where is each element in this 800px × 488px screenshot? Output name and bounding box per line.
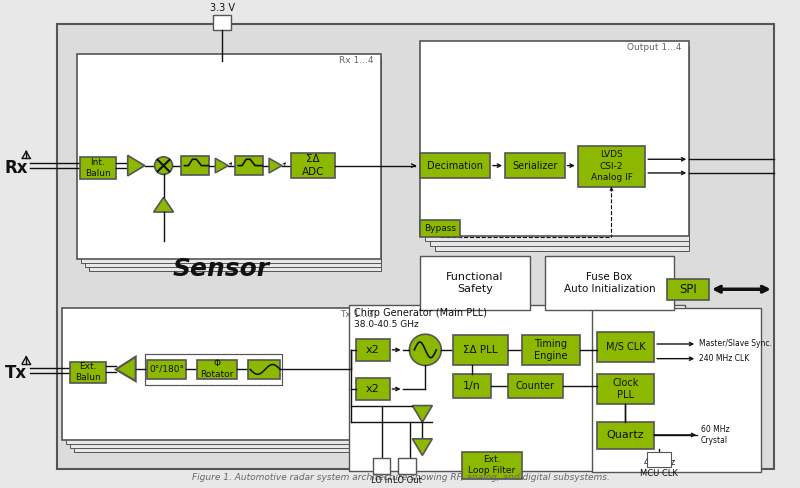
Text: 38.0-40.5 GHz: 38.0-40.5 GHz: [354, 320, 418, 328]
Text: M/S CLK: M/S CLK: [606, 342, 646, 352]
Bar: [597, 374, 654, 404]
Text: Bypass: Bypass: [424, 224, 456, 233]
Bar: [490, 458, 508, 474]
Text: 60 MHz
Crystal: 60 MHz Crystal: [701, 425, 730, 445]
Text: x2: x2: [366, 345, 379, 355]
Polygon shape: [269, 158, 282, 173]
Text: Ext.
Loop Filter: Ext. Loop Filter: [469, 455, 516, 475]
Text: Tx 1...3: Tx 1...3: [340, 310, 374, 319]
Polygon shape: [128, 155, 145, 176]
Bar: [426, 46, 689, 242]
Circle shape: [410, 334, 442, 366]
Bar: [454, 374, 491, 398]
Bar: [356, 339, 390, 361]
Bar: [81, 58, 381, 263]
Text: ΣΔ
ADC: ΣΔ ADC: [302, 154, 324, 177]
Bar: [522, 335, 580, 365]
Text: 1/n: 1/n: [463, 381, 481, 391]
Bar: [578, 145, 646, 186]
Bar: [62, 308, 381, 440]
Text: 240 MHz CLK: 240 MHz CLK: [699, 354, 750, 363]
Bar: [145, 354, 282, 385]
Text: x2: x2: [366, 384, 379, 394]
Bar: [248, 360, 280, 379]
Bar: [198, 360, 238, 379]
Text: Decimation: Decimation: [427, 161, 483, 171]
Text: Tx: Tx: [5, 365, 27, 382]
Polygon shape: [412, 439, 432, 455]
Text: Functional
Safety: Functional Safety: [446, 272, 504, 294]
Bar: [235, 156, 263, 175]
Bar: [70, 362, 106, 383]
Text: Sensor: Sensor: [173, 257, 270, 281]
Bar: [356, 378, 390, 400]
Bar: [66, 312, 381, 444]
Text: Timing
Engine: Timing Engine: [534, 339, 567, 361]
Bar: [373, 458, 390, 474]
Bar: [597, 422, 654, 448]
Text: Clock
PLL: Clock PLL: [612, 378, 638, 400]
Text: Int.
Balun: Int. Balun: [85, 158, 110, 178]
Polygon shape: [116, 357, 136, 381]
Bar: [462, 451, 522, 479]
Bar: [420, 220, 460, 238]
Bar: [508, 374, 562, 398]
Bar: [597, 332, 654, 362]
Text: Figure 1. Automotive radar system architecture showing RF, analog, and digital s: Figure 1. Automotive radar system archit…: [191, 473, 610, 482]
Text: Rx: Rx: [5, 159, 28, 177]
Text: ΣΔ PLL: ΣΔ PLL: [463, 345, 498, 355]
Bar: [70, 316, 381, 447]
Bar: [77, 54, 381, 259]
Bar: [80, 157, 116, 179]
Bar: [454, 335, 508, 365]
Text: Master/Slave Sync.: Master/Slave Sync.: [699, 340, 772, 348]
Bar: [420, 41, 689, 237]
Bar: [74, 320, 381, 451]
Text: LO In: LO In: [370, 476, 392, 485]
Bar: [667, 279, 709, 300]
Text: Counter: Counter: [516, 381, 555, 391]
Bar: [182, 156, 210, 175]
Text: 0°/180°: 0°/180°: [149, 365, 184, 374]
Text: Quartz: Quartz: [606, 430, 644, 440]
Text: Φ
Rotator: Φ Rotator: [201, 359, 234, 380]
Text: Fuse Box
Auto Initialization: Fuse Box Auto Initialization: [564, 272, 655, 294]
Text: Serializer: Serializer: [512, 161, 558, 171]
Circle shape: [154, 157, 173, 174]
Text: LO Out: LO Out: [393, 476, 422, 485]
Bar: [545, 256, 674, 310]
Bar: [89, 65, 381, 271]
Text: Chirp Generator (Main PLL): Chirp Generator (Main PLL): [354, 308, 486, 318]
Text: Rx 1...4: Rx 1...4: [339, 56, 374, 64]
Text: LVDS
CSI-2
Analog IF: LVDS CSI-2 Analog IF: [590, 150, 633, 182]
Bar: [398, 458, 416, 474]
Text: 40 MHz
MCU CLK: 40 MHz MCU CLK: [640, 458, 678, 478]
Bar: [505, 153, 565, 178]
Bar: [85, 61, 381, 267]
Text: Ext.
Balun: Ext. Balun: [75, 362, 101, 383]
Text: SPI: SPI: [679, 283, 697, 296]
Text: Output 1...4: Output 1...4: [626, 43, 681, 52]
Text: 3.3 V: 3.3 V: [210, 2, 234, 13]
Bar: [430, 51, 689, 246]
Polygon shape: [154, 197, 174, 212]
Bar: [420, 256, 530, 310]
Bar: [291, 153, 334, 178]
Bar: [146, 360, 186, 379]
Bar: [349, 305, 685, 471]
Bar: [214, 15, 231, 30]
Polygon shape: [215, 158, 228, 173]
Bar: [435, 56, 689, 251]
Bar: [420, 153, 490, 178]
Bar: [647, 451, 671, 467]
Bar: [591, 308, 761, 472]
Polygon shape: [412, 406, 432, 422]
